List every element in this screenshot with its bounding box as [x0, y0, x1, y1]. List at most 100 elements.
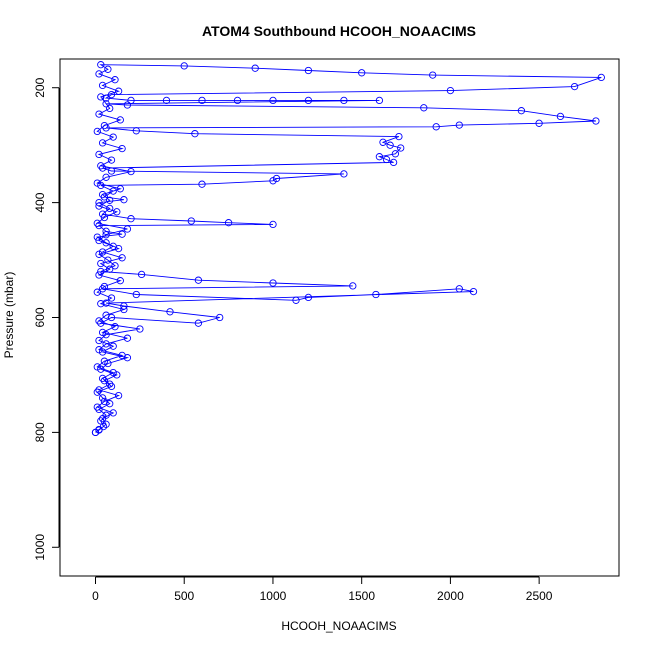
- data-point: [375, 153, 384, 161]
- data-point: [95, 346, 103, 354]
- data-point: [99, 422, 108, 431]
- data-point: [102, 299, 110, 307]
- data-point: [272, 174, 281, 183]
- data-point: [118, 351, 126, 360]
- data-point: [216, 313, 224, 322]
- data-point: [304, 66, 313, 75]
- data-point: [420, 104, 428, 112]
- data-point: [592, 117, 600, 125]
- data-point: [535, 119, 543, 127]
- data-point: [95, 317, 103, 325]
- data-point: [224, 219, 233, 227]
- x-tick-label: 1500: [348, 589, 375, 603]
- data-point: [100, 213, 109, 222]
- data-point: [116, 277, 124, 285]
- data-point: [304, 96, 313, 105]
- data-point: [98, 394, 107, 402]
- data-point: [95, 236, 103, 245]
- data-point: [102, 100, 110, 108]
- data-point: [109, 242, 117, 250]
- data-point: [116, 185, 124, 193]
- y-tick-label: 200: [33, 77, 47, 97]
- y-tick-label: 600: [33, 307, 47, 327]
- data-point: [93, 288, 101, 296]
- data-point: [102, 311, 110, 319]
- data-point: [107, 156, 116, 164]
- data-point: [397, 144, 405, 152]
- data-point: [98, 190, 107, 199]
- data-point: [194, 319, 203, 327]
- data-point: [127, 167, 135, 176]
- data-point: [93, 388, 101, 396]
- data-point: [95, 250, 103, 258]
- data-point: [98, 348, 107, 356]
- data-point: [132, 290, 140, 299]
- data-point: [106, 196, 114, 204]
- data-point: [304, 293, 313, 302]
- data-point: [382, 155, 391, 164]
- data-point: [93, 127, 101, 136]
- data-point: [95, 405, 103, 414]
- data-point: [136, 325, 144, 333]
- data-point: [116, 116, 124, 124]
- data-point: [391, 150, 400, 158]
- data-point: [98, 248, 107, 256]
- data-point: [95, 271, 103, 279]
- series-line: [95, 64, 602, 433]
- data-point: [93, 403, 101, 411]
- data-point: [102, 340, 110, 348]
- data-point: [162, 96, 171, 105]
- data-point: [102, 124, 110, 132]
- data-point: [107, 382, 116, 391]
- data-point: [95, 110, 103, 118]
- data-point: [137, 270, 146, 279]
- data-point: [97, 93, 105, 101]
- data-point: [123, 225, 132, 233]
- data-point: [269, 96, 277, 105]
- data-point: [570, 82, 579, 91]
- data-point: [114, 87, 123, 95]
- data-point: [372, 290, 380, 299]
- data-point: [194, 276, 203, 284]
- data-point: [100, 357, 109, 365]
- data-point: [386, 141, 394, 149]
- data-point: [95, 198, 103, 207]
- data-point: [198, 96, 206, 105]
- data-point: [191, 130, 199, 138]
- data-point: [556, 112, 565, 121]
- data-point: [104, 65, 112, 73]
- data-point: [132, 127, 140, 135]
- data-point: [233, 96, 242, 105]
- data-point: [95, 221, 103, 230]
- y-tick-label: 1000: [33, 534, 47, 561]
- data-point: [379, 138, 387, 146]
- data-point: [95, 202, 103, 210]
- data-point: [98, 285, 107, 293]
- data-point: [432, 123, 440, 131]
- data-point: [166, 308, 174, 316]
- data-point: [395, 132, 403, 141]
- data-point: [389, 158, 398, 167]
- x-tick-label: 2500: [526, 589, 553, 603]
- data-point: [107, 167, 116, 175]
- data-point: [109, 133, 117, 141]
- x-tick-label: 1000: [260, 589, 287, 603]
- y-tick-label: 400: [33, 192, 47, 212]
- data-point: [446, 86, 455, 95]
- data-point: [429, 71, 437, 79]
- data-point: [93, 233, 101, 241]
- data-point: [100, 377, 109, 385]
- data-point: [455, 285, 463, 293]
- data-point: [98, 164, 107, 172]
- data-point: [127, 215, 135, 223]
- data-point: [109, 187, 117, 195]
- data-point: [120, 302, 128, 310]
- data-point: [102, 227, 110, 235]
- data-point: [123, 334, 132, 342]
- x-axis: 0 500 1000 1500 2000 2500: [92, 576, 553, 603]
- data-point: [109, 409, 117, 417]
- x-tick-label: 500: [174, 589, 194, 603]
- data-point: [98, 139, 107, 147]
- data-point: [97, 300, 105, 308]
